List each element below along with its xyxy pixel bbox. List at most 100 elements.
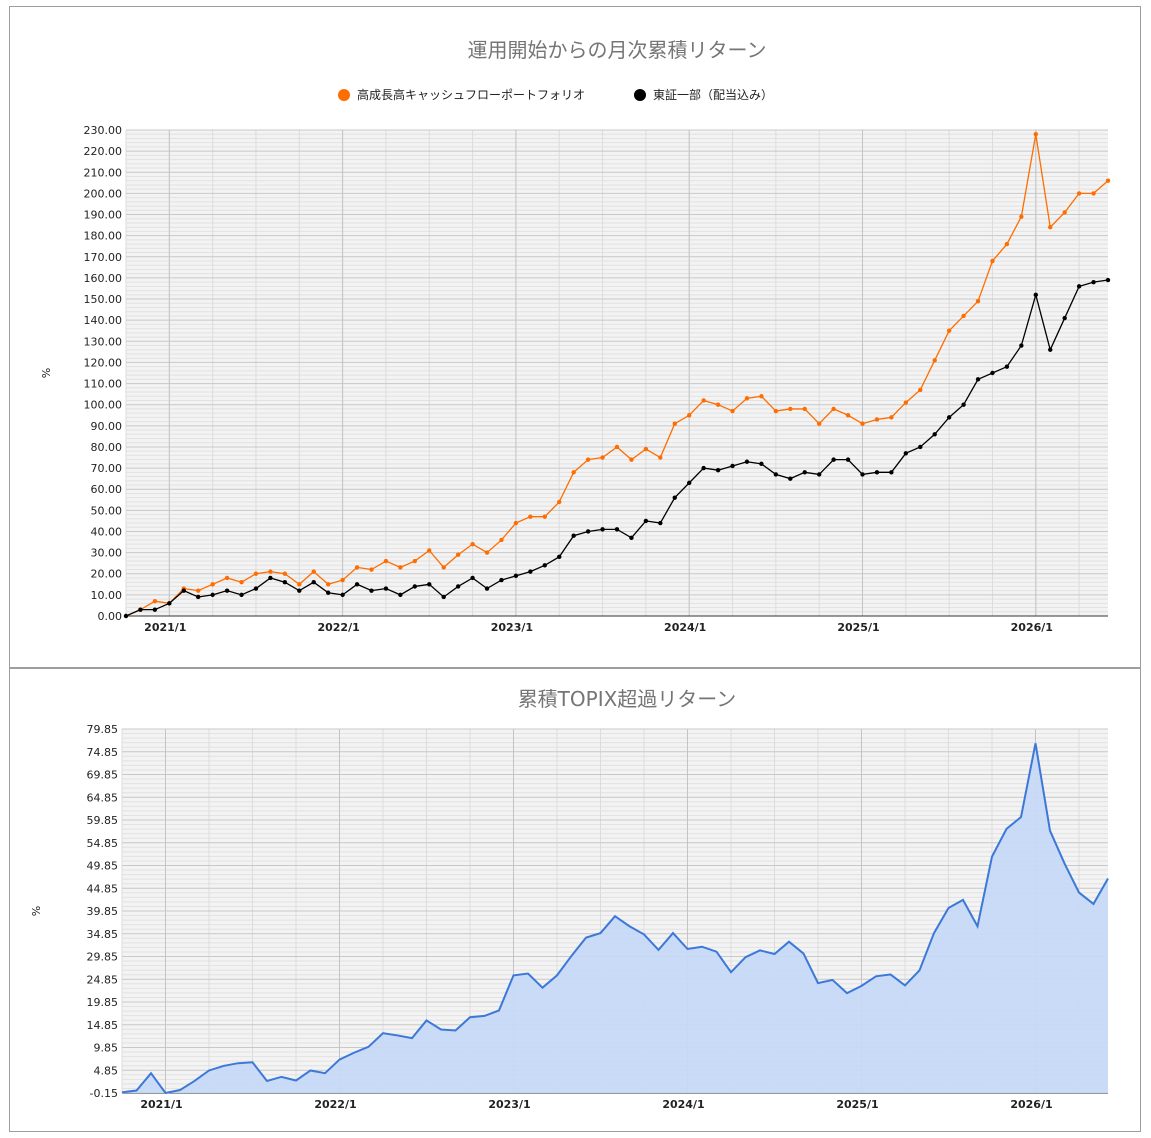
- data-point: [687, 413, 692, 418]
- data-point: [571, 533, 576, 538]
- x-tick-label: 2024/1: [662, 1098, 704, 1111]
- y-tick-label: 160.00: [84, 272, 123, 285]
- data-point: [600, 527, 605, 532]
- y-axis-label: %: [40, 368, 53, 378]
- y-axis-label: %: [30, 906, 43, 916]
- data-point: [484, 550, 490, 555]
- data-point: [152, 607, 158, 612]
- y-axis-ticks: 0.00 10.00 20.00 30.00 40.00 50.00 60.00 70.00 8…: [84, 124, 1108, 623]
- y-tick-label: 130.00: [84, 335, 123, 348]
- y-tick-label: 64.85: [87, 791, 119, 804]
- area-fill: [122, 743, 1108, 1093]
- data-point: [903, 400, 909, 405]
- data-point: [138, 607, 143, 612]
- legend-label: 高成長高キャッシュフローポートフォリオ: [357, 87, 585, 102]
- data-point: [672, 495, 677, 500]
- data-point: [585, 457, 591, 462]
- data-point: [1048, 225, 1053, 230]
- y-tick-label: 10.00: [91, 589, 123, 602]
- y-tick-label: 190.00: [84, 209, 123, 222]
- data-point: [340, 592, 345, 598]
- data-point: [889, 415, 894, 420]
- data-point: [369, 588, 374, 593]
- y-tick-label: 230.00: [84, 124, 123, 137]
- y-tick-label: 210.00: [84, 166, 123, 179]
- data-point: [932, 432, 937, 437]
- y-tick-label: 30.00: [91, 547, 123, 560]
- data-point: [759, 461, 764, 467]
- data-point: [1076, 191, 1082, 196]
- data-point: [383, 558, 389, 564]
- data-point: [282, 571, 288, 576]
- x-tick-label: 2023/1: [491, 621, 533, 634]
- data-point: [210, 592, 215, 598]
- data-point: [239, 579, 244, 585]
- y-tick-label: 4.85: [94, 1064, 119, 1077]
- legend: 高成長高キャッシュフローポートフォリオ 東証一部（配当込み）: [338, 87, 773, 102]
- x-tick-label: 2022/1: [317, 621, 359, 634]
- y-tick-label: 9.85: [94, 1042, 119, 1055]
- chart-title: 運用開始からの月次累積リターン: [468, 38, 767, 62]
- data-point: [975, 298, 981, 304]
- data-point: [340, 577, 345, 583]
- y-tick-label: 39.85: [87, 905, 119, 918]
- y-tick-label: 120.00: [84, 356, 123, 369]
- data-point: [557, 554, 562, 560]
- data-point: [311, 579, 316, 585]
- x-tick-label: 2025/1: [836, 1098, 878, 1111]
- data-point: [427, 582, 432, 587]
- data-point: [802, 470, 807, 475]
- y-tick-label: 54.85: [87, 837, 119, 850]
- data-point: [542, 563, 547, 568]
- y-tick-label: -0.15: [90, 1087, 118, 1100]
- data-point: [759, 394, 764, 399]
- data-point: [658, 455, 663, 460]
- data-point: [990, 258, 995, 264]
- data-point: [499, 537, 504, 543]
- y-tick-label: 49.85: [87, 860, 119, 873]
- data-point: [629, 457, 634, 462]
- data-point: [1105, 277, 1111, 283]
- y-tick-label: 180.00: [84, 230, 123, 243]
- x-tick-label: 2021/1: [140, 1098, 182, 1111]
- y-tick-label: 19.85: [87, 996, 119, 1009]
- data-point: [614, 527, 620, 532]
- data-point: [167, 601, 172, 606]
- data-point: [1004, 241, 1010, 247]
- data-point: [455, 584, 461, 589]
- data-point: [961, 402, 966, 407]
- data-point: [600, 455, 605, 460]
- data-point: [614, 444, 620, 450]
- data-point: [1033, 132, 1038, 137]
- y-tick-label: 100.00: [84, 399, 123, 412]
- excess-return-chart: -0.15 4.85 9.85 14.85 19.85 24.85 29.85 34.85 39…: [30, 687, 1109, 1111]
- x-tick-label: 2023/1: [488, 1098, 530, 1111]
- y-tick-label: 40.00: [91, 525, 123, 538]
- data-point: [354, 565, 360, 570]
- data-point: [557, 499, 562, 505]
- data-point: [831, 457, 836, 462]
- data-point: [802, 406, 807, 412]
- y-tick-label: 70.00: [91, 462, 123, 475]
- data-point: [441, 565, 446, 570]
- data-point: [715, 468, 721, 473]
- x-tick-label: 2022/1: [314, 1098, 356, 1111]
- y-tick-label: 59.85: [87, 814, 119, 827]
- y-tick-label: 80.00: [91, 441, 123, 454]
- y-tick-label: 220.00: [84, 145, 123, 158]
- data-point: [946, 415, 952, 420]
- data-point: [773, 408, 779, 414]
- data-point: [239, 592, 244, 598]
- data-point: [427, 548, 432, 553]
- data-point: [874, 417, 880, 422]
- data-point: [715, 402, 721, 407]
- y-tick-label: 50.00: [91, 504, 123, 517]
- data-point: [1019, 343, 1024, 348]
- data-point: [643, 446, 649, 452]
- data-point: [441, 594, 446, 600]
- y-tick-label: 34.85: [87, 928, 119, 941]
- data-point: [224, 575, 230, 581]
- data-point: [788, 406, 793, 412]
- data-point: [470, 575, 475, 581]
- data-point: [528, 569, 533, 574]
